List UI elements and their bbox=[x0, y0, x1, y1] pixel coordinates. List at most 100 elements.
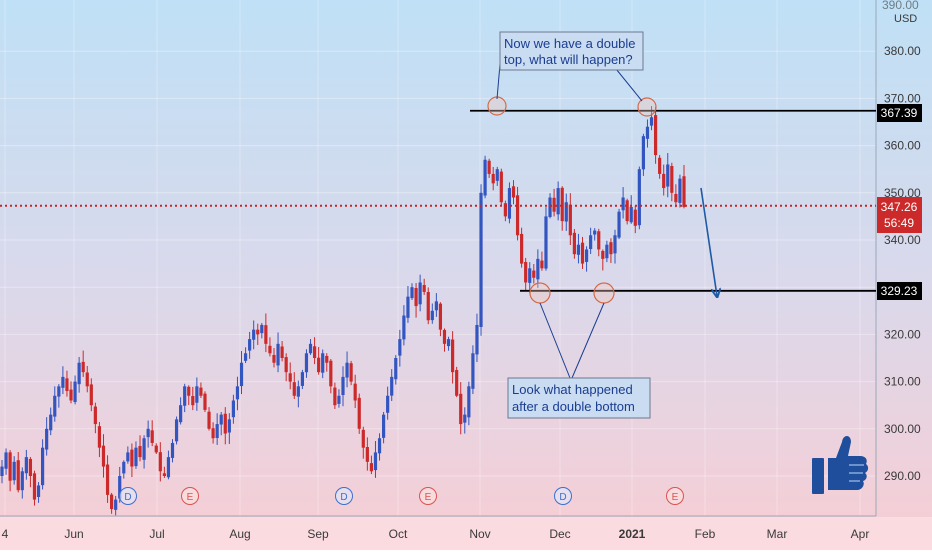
candle-body bbox=[57, 386, 61, 397]
candle-body bbox=[199, 387, 203, 396]
candle-body bbox=[312, 346, 317, 358]
earnings-marker[interactable]: E bbox=[666, 487, 684, 505]
price-tick-label: 370.00 bbox=[884, 91, 921, 105]
thumb-cuff bbox=[812, 458, 824, 494]
candle-body bbox=[215, 424, 219, 439]
candle-body bbox=[77, 362, 81, 385]
dividend-marker[interactable]: D bbox=[335, 487, 353, 505]
candle-body bbox=[568, 204, 572, 236]
price-labels: 367.39 329.23 347.26 56:49 bbox=[877, 104, 922, 300]
candle-body bbox=[353, 383, 357, 401]
candle-body bbox=[69, 389, 73, 401]
price-tick-label: 350.00 bbox=[884, 186, 921, 200]
candle-body bbox=[179, 405, 183, 423]
candle-body bbox=[394, 358, 398, 380]
candle-body bbox=[292, 382, 296, 396]
candle-body bbox=[491, 173, 495, 184]
candle-body bbox=[288, 373, 292, 382]
candle-body bbox=[515, 195, 520, 236]
candle-body bbox=[73, 381, 77, 403]
candle-body bbox=[528, 268, 532, 283]
earnings-marker[interactable]: E bbox=[181, 487, 199, 505]
candle-body bbox=[162, 473, 166, 476]
dividend-marker[interactable]: D bbox=[119, 487, 137, 505]
candle-body bbox=[499, 171, 503, 203]
candle-body bbox=[61, 376, 65, 388]
candle-body bbox=[662, 173, 666, 189]
bottom-1-circle bbox=[529, 282, 551, 304]
candle-body bbox=[12, 461, 16, 481]
candle-body bbox=[434, 301, 438, 311]
candle-body bbox=[65, 378, 69, 392]
candle-body bbox=[357, 397, 361, 429]
event-marker-letter: E bbox=[672, 492, 679, 503]
candle-body bbox=[0, 466, 4, 476]
candle-countdown: 56:49 bbox=[884, 216, 914, 230]
double-top-note-line-2: top, what will happen? bbox=[504, 52, 633, 67]
candle-body bbox=[390, 376, 394, 396]
candle-body bbox=[138, 446, 142, 458]
candle-body bbox=[361, 429, 365, 448]
time-tick-label: Nov bbox=[469, 527, 490, 541]
candle-body bbox=[580, 242, 585, 264]
projection-arrow bbox=[700, 187, 717, 296]
candle-body bbox=[422, 285, 426, 292]
candle-body bbox=[649, 117, 654, 126]
candle-body bbox=[524, 262, 528, 283]
candle-body bbox=[97, 426, 102, 448]
candle-body bbox=[455, 370, 459, 396]
candle-body bbox=[4, 452, 8, 469]
candle-body bbox=[284, 357, 288, 373]
candle-body bbox=[479, 192, 483, 327]
double-bottom-callout: Look what happened after a double bottom bbox=[507, 302, 651, 419]
candle-body bbox=[243, 353, 248, 361]
candle-body bbox=[325, 355, 329, 363]
candle-body bbox=[296, 386, 300, 397]
candle-body bbox=[666, 164, 670, 187]
candle-body bbox=[170, 442, 175, 458]
time-tick-label: Aug bbox=[229, 527, 250, 541]
dividend-marker[interactable]: D bbox=[554, 487, 572, 505]
price-tick-label: 380.00 bbox=[884, 44, 921, 58]
bottom-level-label: 329.23 bbox=[881, 284, 918, 298]
candle-body bbox=[637, 169, 641, 226]
candle-body bbox=[520, 233, 524, 264]
candle-body bbox=[24, 457, 28, 474]
candle-body bbox=[540, 260, 544, 269]
candle-body bbox=[369, 463, 374, 472]
candle-body bbox=[8, 452, 12, 481]
candle-body bbox=[195, 386, 199, 403]
thumbs-up-icon bbox=[812, 436, 869, 494]
candle-body bbox=[475, 324, 479, 355]
candle-body bbox=[187, 386, 191, 396]
candle-body bbox=[345, 362, 349, 378]
candle-body bbox=[158, 452, 162, 472]
time-tick-label: 2021 bbox=[619, 527, 646, 541]
candle-body bbox=[601, 250, 605, 259]
candle-body bbox=[134, 447, 138, 467]
candle-body bbox=[337, 395, 341, 404]
bottom-level-label-bg bbox=[877, 282, 922, 300]
earnings-marker[interactable]: E bbox=[419, 487, 437, 505]
candle-body bbox=[174, 419, 179, 442]
candle-body bbox=[28, 458, 33, 476]
candle-body bbox=[572, 232, 576, 255]
time-tick-label: Feb bbox=[695, 527, 716, 541]
candle-body bbox=[511, 186, 516, 198]
candle-body bbox=[674, 193, 678, 203]
time-tick-label: Dec bbox=[549, 527, 570, 541]
time-axis: 4 Jun Jul Aug Sep Oct Nov Dec 2021 Feb Mar Apr bbox=[2, 527, 870, 541]
event-marker-circle bbox=[119, 487, 137, 505]
candle-body bbox=[235, 386, 240, 400]
candle-body bbox=[589, 235, 593, 250]
currency-label: USD bbox=[894, 13, 917, 25]
event-marker-circle bbox=[181, 487, 199, 505]
candle-body bbox=[130, 449, 134, 467]
price-tick-label: 310.00 bbox=[884, 375, 921, 389]
bottom-callout-pointer-2 bbox=[571, 302, 605, 379]
event-marker-letter: E bbox=[187, 492, 194, 503]
candle-body bbox=[349, 363, 353, 382]
candle-body bbox=[219, 414, 223, 425]
